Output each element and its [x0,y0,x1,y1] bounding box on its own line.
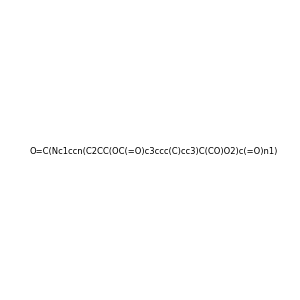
Text: O=C(Nc1ccn(C2CC(OC(=O)c3ccc(C)cc3)C(CO)O2)c(=O)n1): O=C(Nc1ccn(C2CC(OC(=O)c3ccc(C)cc3)C(CO)O… [30,147,278,156]
